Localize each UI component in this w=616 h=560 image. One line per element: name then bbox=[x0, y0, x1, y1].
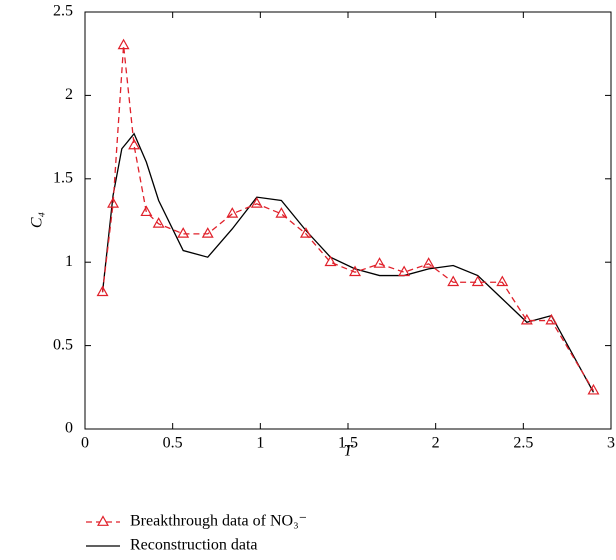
point-marker bbox=[275, 207, 288, 218]
point-marker bbox=[520, 313, 533, 325]
y-tick-label: 1 bbox=[65, 253, 73, 270]
x-tick-label: 2.5 bbox=[513, 435, 533, 452]
point-marker bbox=[398, 265, 411, 277]
point-marker bbox=[107, 197, 120, 208]
point-marker bbox=[471, 275, 484, 287]
series-line bbox=[101, 45, 595, 391]
point-marker bbox=[152, 217, 165, 228]
point-marker bbox=[177, 227, 190, 238]
point-marker bbox=[299, 227, 312, 238]
point-marker bbox=[117, 38, 130, 50]
point-marker bbox=[226, 207, 239, 218]
x-tick-label: 1 bbox=[256, 435, 264, 452]
x-axis-label: T bbox=[344, 443, 354, 460]
x-tick-label: 0 bbox=[81, 435, 89, 452]
point-marker bbox=[201, 227, 214, 238]
point-marker bbox=[545, 313, 558, 325]
point-marker bbox=[324, 255, 337, 267]
point-marker bbox=[140, 205, 153, 217]
x-tick-label: 0.5 bbox=[163, 435, 183, 452]
y-tick-label: 0 bbox=[65, 420, 73, 437]
x-tick-label: 1.5 bbox=[338, 435, 358, 452]
point-marker bbox=[349, 265, 361, 277]
point-marker bbox=[373, 257, 386, 268]
point-marker bbox=[128, 138, 141, 150]
y-tick-label: 1.5 bbox=[53, 169, 73, 186]
y-tick-label: 0.5 bbox=[53, 336, 73, 353]
point-marker bbox=[250, 197, 263, 208]
point-marker bbox=[447, 275, 460, 287]
point-marker bbox=[96, 285, 109, 297]
legend-marker bbox=[97, 515, 109, 526]
point-marker bbox=[422, 257, 435, 268]
legend-label: Breakthrough data of NO₃⁻ bbox=[130, 513, 307, 530]
legend-label: Reconstruction data bbox=[130, 537, 258, 554]
y-tick-label: 2 bbox=[65, 86, 73, 103]
y-tick-label: 2.5 bbox=[53, 3, 73, 20]
series-line bbox=[101, 132, 595, 393]
point-marker bbox=[496, 275, 509, 287]
y-axis-label: C₄ bbox=[29, 212, 46, 228]
point-marker bbox=[587, 383, 600, 395]
x-tick-label: 3 bbox=[607, 435, 615, 452]
x-tick-label: 2 bbox=[432, 435, 440, 452]
plot-frame bbox=[84, 11, 612, 430]
